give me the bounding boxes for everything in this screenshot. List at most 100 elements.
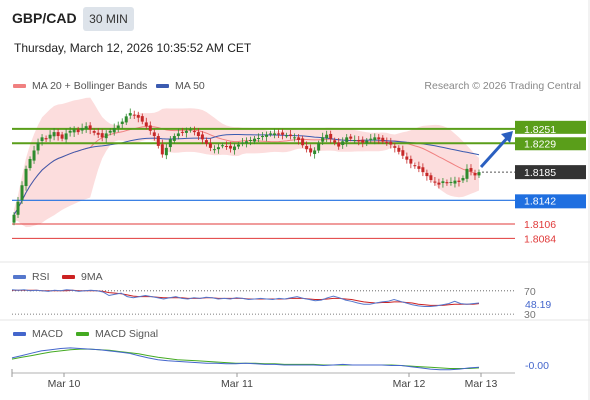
last-price-label-box [515,165,586,180]
candle-body [96,132,100,135]
candle-body [192,131,196,133]
rsi-ma-line [12,289,480,306]
candle-body [441,181,445,184]
candle-body [245,141,248,144]
pair-title: GBP/CAD [12,10,77,26]
candle-body [132,114,136,116]
candle-body [393,146,397,148]
macd-signal-swatch [76,332,89,336]
candle-body [240,142,244,144]
candle-body [297,137,301,140]
candle-body [369,138,373,140]
candle-body [44,138,48,140]
candle-body [216,147,220,150]
candle-body [313,150,317,155]
candle-body [72,129,76,133]
candle-body [457,180,461,182]
candle-body [160,144,164,155]
bollinger-band-fill [14,97,479,228]
support-label: 1.8084 [524,233,556,245]
candle-body [385,142,389,144]
x-tick-label: Mar 10 [48,378,81,390]
forecast-arrow-head [501,131,513,143]
pivot-label-box [515,194,586,209]
candle-body [124,116,128,123]
candle-body [365,140,369,144]
candle-body [301,138,305,146]
candle-body [341,141,345,145]
candle-body [281,132,285,135]
candle-body [60,134,64,139]
candle-body [28,159,32,169]
candle-body [305,146,309,150]
candle-body [108,130,112,133]
candle-body [249,139,253,141]
candle-body [224,146,228,148]
candle-body [349,136,353,139]
candle-body [413,165,417,167]
candle-body [228,145,232,149]
candle-body [477,172,481,176]
candle-body [361,139,365,143]
resistance-label-box [515,120,586,134]
macd-signal-line [11,348,480,369]
candle-body [16,201,20,215]
candle-body [285,135,289,137]
candle-body [196,132,200,137]
candle-body [257,138,261,140]
candle-body [104,133,108,139]
macd-value-label: -0.00 [525,360,549,372]
candle-body [88,125,92,130]
candle-body [20,185,24,201]
candle-body [48,134,52,139]
rsi-reference-label: 70 [524,286,536,298]
legend-macd-label: MACD [32,328,63,340]
candle-body [273,133,277,135]
candle-body [152,132,156,137]
candle-body [453,180,457,184]
candle-body [265,134,269,137]
candle-body [128,113,132,116]
legend-ma20-bollinger: MA 20 + Bollinger Bands [13,80,147,92]
macd-line [11,347,480,371]
candle-body [321,137,325,142]
legend-rsi: RSI [13,271,50,283]
candle-body [56,132,60,137]
rsi-line [11,289,480,307]
candle-body [333,140,337,143]
candle-body [437,182,441,185]
x-tick-label: Mar 11 [221,378,253,390]
candle-body [12,214,16,223]
candle-body [325,134,329,139]
candle-body [261,136,265,138]
resistance-label: 1.8229 [524,138,556,150]
candle-body [188,129,192,131]
rsi-value-label: 48.19 [525,299,551,311]
candle-body [337,142,341,147]
candle-body [68,130,72,133]
legend-rsi-ma-label: 9MA [81,271,103,283]
candle-body [120,121,124,124]
candle-body [425,172,429,177]
candle-body [112,128,116,133]
candle-body [473,173,477,176]
candle-body [469,168,473,172]
legend-ma20-label: MA 20 + Bollinger Bands [32,80,148,92]
legend-ma50: MA 50 [156,80,205,92]
candle-body [293,137,297,139]
candle-body [220,145,224,147]
candle-body [409,158,413,164]
candle-body [180,131,184,133]
candle-body [345,137,349,143]
candle-body [212,149,216,151]
candle-body [269,133,273,135]
candle-body [309,148,313,153]
candle-body [140,116,144,122]
timeframe-badge[interactable]: 30 MIN [83,7,134,31]
last-price-label: 1.8185 [524,167,556,179]
ma20-swatch [13,84,26,88]
resistance-label: 1.8251 [524,124,556,136]
candle-body [64,133,68,140]
forecast-arrow [479,134,511,169]
